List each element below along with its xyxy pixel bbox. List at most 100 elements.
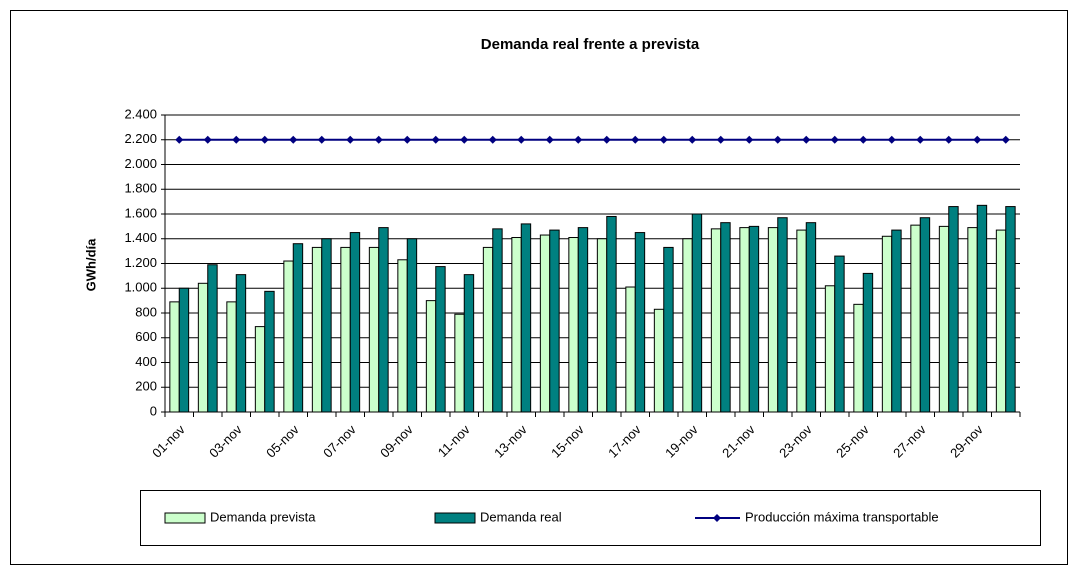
bar [834, 255, 845, 413]
bar [767, 227, 779, 413]
bar [425, 300, 437, 413]
bar [853, 303, 864, 413]
bar [178, 287, 190, 413]
bar [805, 222, 817, 413]
legend-label: Demanda real [480, 509, 562, 524]
bar [169, 301, 180, 413]
y-tick-label: 1.000 [124, 280, 157, 295]
bar [264, 290, 275, 413]
bar [967, 227, 978, 413]
bar [625, 286, 636, 413]
bar [226, 301, 237, 413]
bar [995, 229, 1007, 413]
bar [881, 235, 893, 413]
bar [948, 206, 959, 413]
y-tick-label: 800 [135, 304, 157, 319]
line-marker [802, 135, 811, 144]
bar [435, 266, 446, 413]
y-tick-label: 2.400 [124, 106, 157, 121]
bar [1005, 206, 1016, 413]
legend-box [140, 490, 1041, 546]
line-marker [317, 135, 326, 144]
y-tick-label: 400 [135, 354, 157, 369]
line-marker [175, 135, 184, 144]
line-marker [631, 135, 640, 144]
y-tick-label: 2.000 [124, 156, 157, 171]
bar [368, 246, 380, 413]
bar [739, 227, 750, 413]
bar [663, 246, 674, 413]
line-marker [203, 135, 212, 144]
line-marker [688, 135, 697, 144]
bar [634, 232, 646, 413]
bar [653, 308, 665, 413]
bar [720, 222, 731, 413]
bar [454, 313, 465, 413]
legend-label: Demanda prevista [210, 509, 316, 524]
y-tick-label: 1.400 [124, 230, 157, 245]
bar [520, 223, 532, 413]
bar [292, 243, 304, 413]
legend-swatch [164, 512, 206, 524]
bar [606, 215, 617, 413]
y-tick-label: 1.600 [124, 205, 157, 220]
line-marker [973, 135, 982, 144]
line-marker [887, 135, 896, 144]
legend-swatch [434, 512, 476, 524]
line-marker [916, 135, 925, 144]
line-marker [260, 135, 269, 144]
line-marker [944, 135, 953, 144]
line-marker [545, 135, 554, 144]
bar [378, 227, 389, 413]
bar [235, 274, 247, 413]
bar [862, 272, 874, 413]
bar [549, 229, 560, 413]
bar [482, 246, 494, 413]
line-marker [1001, 135, 1010, 144]
bar [511, 237, 522, 413]
bar [406, 238, 418, 413]
bar [397, 259, 408, 413]
bar [682, 238, 693, 413]
chart-frame [10, 10, 1068, 565]
y-tick-label: 1.800 [124, 181, 157, 196]
line-marker [431, 135, 440, 144]
line-marker [745, 135, 754, 144]
bar [710, 228, 722, 413]
bar [796, 229, 807, 413]
line-marker [602, 135, 611, 144]
bar [577, 227, 589, 413]
line-marker [460, 135, 469, 144]
y-tick-label: 200 [135, 379, 157, 394]
bar [976, 204, 988, 413]
bar [321, 238, 332, 413]
bar [463, 274, 475, 413]
legend-label: Producción máxima transportable [745, 509, 939, 524]
line-marker [517, 135, 526, 144]
bar [539, 234, 551, 413]
line-marker [346, 135, 355, 144]
bar [891, 229, 902, 413]
bar [691, 213, 703, 413]
bar [311, 246, 323, 413]
bar [748, 225, 760, 413]
line-marker [859, 135, 868, 144]
line-marker [403, 135, 412, 144]
bar [349, 232, 361, 413]
bar [568, 237, 579, 413]
y-tick-label: 2.200 [124, 131, 157, 146]
bar [340, 246, 351, 413]
bar [938, 225, 950, 413]
line-marker [659, 135, 668, 144]
bar [254, 326, 266, 413]
y-tick-label: 600 [135, 329, 157, 344]
chart-title: Demanda real frente a prevista [481, 36, 700, 53]
bar [197, 282, 209, 413]
legend-marker [713, 514, 721, 522]
bar [910, 224, 921, 413]
line-marker [716, 135, 725, 144]
bar [919, 217, 931, 413]
line-marker [830, 135, 839, 144]
y-tick-label: 0 [150, 403, 157, 418]
